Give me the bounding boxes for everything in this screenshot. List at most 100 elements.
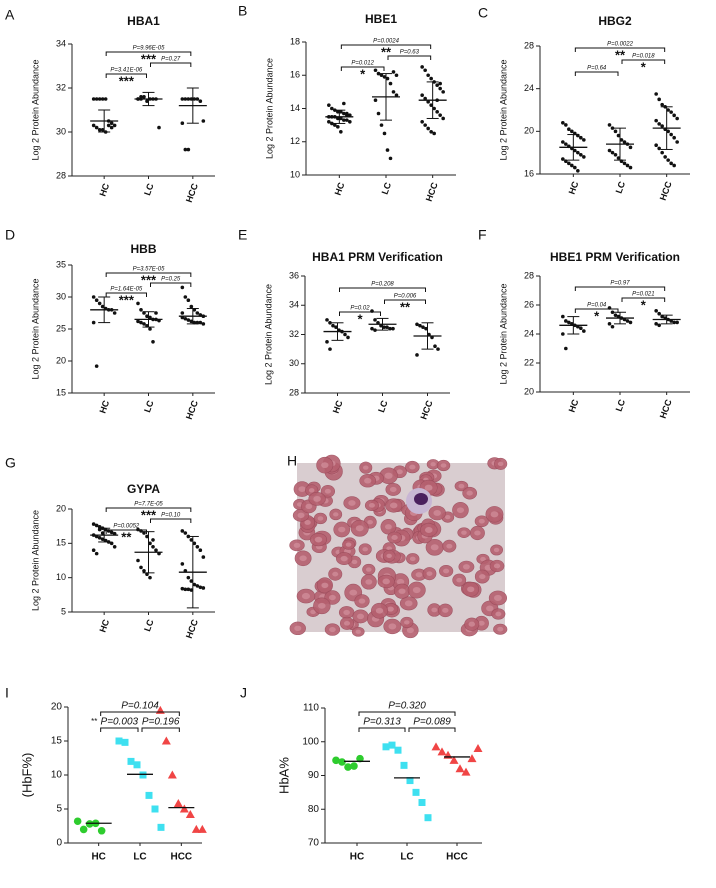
red-cell-center — [396, 578, 405, 585]
data-point — [418, 323, 422, 328]
y-tick-label: 10 — [56, 572, 66, 582]
data-point — [142, 569, 146, 573]
significance-bracket — [105, 272, 192, 277]
data-point — [344, 763, 352, 771]
data-point — [139, 771, 147, 779]
red-cell-center — [328, 594, 336, 601]
data-point — [423, 68, 427, 73]
data-point — [73, 817, 82, 826]
red-cell-center — [446, 543, 453, 549]
data-point — [330, 106, 334, 111]
red-cell-center — [467, 586, 475, 593]
data-point — [192, 582, 197, 587]
y-axis-label: (HbF%) — [19, 753, 34, 798]
red-cell-center — [324, 488, 331, 494]
y-tick-label: 34 — [289, 300, 299, 310]
data-point — [561, 140, 565, 144]
red-cell-center — [384, 524, 392, 530]
red-cell-center — [368, 503, 375, 508]
data-point — [610, 150, 615, 155]
significance-bracket — [574, 47, 666, 52]
red-cell-center — [493, 547, 500, 553]
significance-bracket — [105, 51, 192, 56]
data-point — [97, 536, 102, 540]
data-point — [669, 110, 673, 114]
data-point — [133, 761, 141, 769]
significance-bracket — [408, 727, 456, 732]
data-point — [561, 157, 565, 161]
data-point — [336, 124, 340, 129]
red-cell-center — [424, 484, 433, 491]
p-value-label: P=0.003 — [101, 717, 139, 728]
data-point — [151, 538, 155, 542]
p-value-label: P=0.97 — [610, 281, 630, 287]
chart-title: HBE1 PRM Verification — [550, 250, 680, 264]
data-point — [183, 531, 188, 535]
data-point — [189, 538, 194, 542]
y-tick-label: 70 — [308, 838, 320, 849]
data-point — [432, 131, 436, 136]
y-tick-label: 28 — [289, 387, 299, 397]
red-cell-center — [478, 518, 485, 524]
data-point — [148, 327, 152, 331]
data-point — [622, 161, 627, 166]
data-point — [197, 824, 207, 833]
data-point — [348, 120, 352, 124]
p-value-label: P=0.196 — [142, 717, 180, 728]
data-point — [388, 326, 392, 331]
red-cell-center — [348, 500, 356, 506]
red-cell-center — [391, 535, 398, 540]
y-tick-label: 26 — [524, 299, 534, 309]
data-point — [139, 95, 143, 99]
red-cell-center — [440, 463, 447, 468]
red-cell-center — [495, 611, 502, 617]
data-point — [94, 364, 99, 368]
p-value-label: P=0.02 — [350, 306, 370, 312]
red-cell-center — [338, 526, 346, 533]
significance-stars: *** — [141, 51, 157, 66]
data-point — [100, 537, 105, 542]
data-point — [420, 120, 424, 124]
red-cell-center — [396, 469, 403, 475]
data-point — [567, 320, 571, 325]
red-cell-center — [493, 563, 501, 569]
data-point — [654, 118, 658, 123]
data-point — [91, 97, 96, 101]
y-tick-label: 35 — [56, 259, 66, 269]
red-cell-center — [305, 503, 313, 510]
data-point — [100, 97, 105, 101]
red-cell-center — [349, 589, 358, 596]
data-point — [180, 529, 185, 533]
red-cell-center — [387, 606, 394, 612]
data-point — [455, 764, 465, 773]
red-cell-center — [343, 609, 350, 616]
data-point — [625, 319, 630, 323]
p-value-label: P=3.41E-06 — [110, 68, 143, 74]
red-cell-center — [389, 486, 397, 493]
p-value-label: P=0.089 — [413, 717, 451, 728]
red-cell-center — [497, 461, 504, 467]
data-point — [100, 128, 105, 132]
red-cell-center — [386, 553, 392, 558]
significance-stars: ** — [381, 44, 392, 59]
p-value-label: P=0.63 — [400, 50, 420, 56]
red-cell-center — [355, 525, 364, 532]
data-point — [672, 163, 676, 168]
red-cell-center — [430, 462, 436, 467]
data-point — [139, 565, 143, 570]
panel-letter: H — [287, 453, 297, 469]
data-point — [94, 125, 99, 130]
data-point — [195, 311, 200, 315]
significance-stars: ** — [400, 299, 411, 314]
y-tick-label: 110 — [303, 703, 319, 714]
data-point — [148, 541, 152, 546]
data-point — [426, 126, 430, 131]
significance-stars: ** — [91, 717, 97, 726]
data-point — [441, 116, 445, 121]
data-point — [672, 135, 676, 140]
y-tick-label: 12 — [290, 136, 300, 146]
data-point — [391, 90, 396, 94]
y-tick-label: 34 — [56, 38, 66, 48]
data-point — [420, 65, 424, 69]
data-point — [115, 737, 123, 745]
